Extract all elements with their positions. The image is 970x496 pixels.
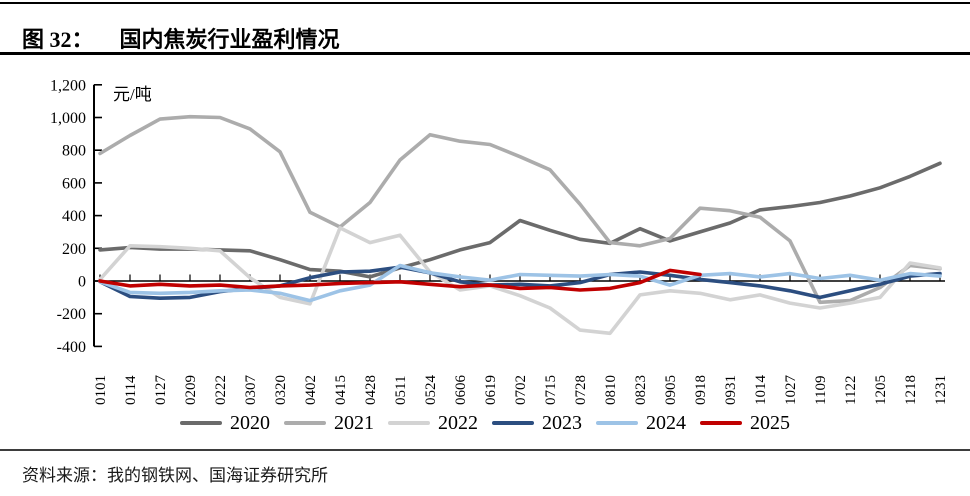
x-axis-label: 1122 — [843, 376, 859, 405]
x-axis-label: 0209 — [183, 375, 199, 405]
x-axis-label: 1205 — [873, 375, 889, 405]
x-axis-label: 0101 — [93, 375, 109, 405]
x-axis-label: 0222 — [213, 375, 229, 405]
y-axis-label: 200 — [62, 241, 86, 258]
x-axis-label: 0619 — [483, 375, 499, 405]
x-axis-label: 0428 — [363, 375, 379, 405]
x-axis-label: 0415 — [333, 375, 349, 405]
x-axis-label: 0728 — [573, 375, 589, 405]
legend-label-2020: 2020 — [230, 412, 270, 434]
legend-label-2023: 2023 — [542, 412, 582, 434]
legend-item-2024: 2024 — [596, 413, 686, 433]
x-axis-label: 0606 — [453, 375, 469, 406]
x-axis-label: 0715 — [543, 375, 559, 405]
x-axis-label: 0114 — [123, 375, 139, 405]
axis-unit-label: 元/吨 — [113, 85, 152, 104]
legend-swatch-2021 — [284, 421, 326, 425]
series-line-2024 — [98, 263, 942, 303]
x-axis-label: 0320 — [273, 375, 289, 405]
y-axis-label: 800 — [62, 143, 86, 160]
legend-item-2025: 2025 — [700, 413, 790, 433]
legend-label-2022: 2022 — [438, 412, 478, 434]
legend-item-2021: 2021 — [284, 413, 374, 433]
series-line-2022 — [98, 226, 942, 336]
top-rule — [0, 2, 970, 4]
x-axis-label: 0702 — [513, 375, 529, 405]
series-line-2021 — [98, 114, 942, 305]
legend-swatch-2024 — [596, 421, 638, 425]
legend-label-2021: 2021 — [334, 412, 374, 434]
y-axis-label: -400 — [57, 339, 86, 356]
y-axis-label: 400 — [62, 208, 86, 225]
legend-swatch-2025 — [700, 421, 742, 425]
x-axis-label: 0127 — [153, 375, 169, 406]
x-axis-label: 1027 — [783, 375, 799, 406]
legend-label-2024: 2024 — [646, 412, 686, 434]
x-axis-label: 0905 — [663, 375, 679, 405]
y-axis-label: 0 — [78, 274, 86, 291]
title-rule — [0, 52, 970, 55]
y-axis-label: -200 — [57, 306, 86, 323]
y-axis-label: 1,000 — [50, 110, 86, 127]
y-axis-label: 1,200 — [50, 77, 86, 94]
legend-item-2020: 2020 — [180, 413, 270, 433]
legend-swatch-2023 — [492, 421, 534, 425]
chart-header: 图 32： 国内焦炭行业盈利情况 — [22, 22, 952, 54]
figure-label: 图 32： — [22, 27, 94, 52]
x-axis-label: 1218 — [903, 375, 919, 405]
x-axis-label: 0918 — [693, 375, 709, 405]
chart-legend: 2020 2021 2022 2023 2024 2025 — [0, 410, 970, 436]
y-axis-label: 600 — [62, 175, 86, 192]
x-axis-label: 0511 — [393, 376, 409, 405]
x-axis-label: 0402 — [303, 375, 319, 405]
footer-rule — [0, 449, 970, 451]
x-axis-label: 0931 — [723, 375, 739, 405]
legend-item-2022: 2022 — [388, 413, 478, 433]
x-axis-label: 0823 — [633, 375, 649, 405]
x-axis-label: 1231 — [933, 375, 949, 405]
x-axis-label: 1014 — [753, 375, 769, 406]
x-axis-label: 0524 — [423, 375, 439, 406]
x-axis-label: 0307 — [243, 375, 259, 406]
legend-swatch-2020 — [180, 421, 222, 425]
source-text: 资料来源：我的钢铁网、国海证券研究所 — [22, 466, 328, 485]
x-axis-label: 1109 — [813, 376, 829, 405]
series-line-2025 — [98, 268, 702, 292]
x-axis-label: 0810 — [603, 375, 619, 405]
legend-swatch-2022 — [388, 421, 430, 425]
page-title: 国内焦炭行业盈利情况 — [119, 27, 340, 52]
legend-item-2023: 2023 — [492, 413, 582, 433]
legend-label-2025: 2025 — [750, 412, 790, 434]
series-line-2020 — [98, 161, 942, 279]
